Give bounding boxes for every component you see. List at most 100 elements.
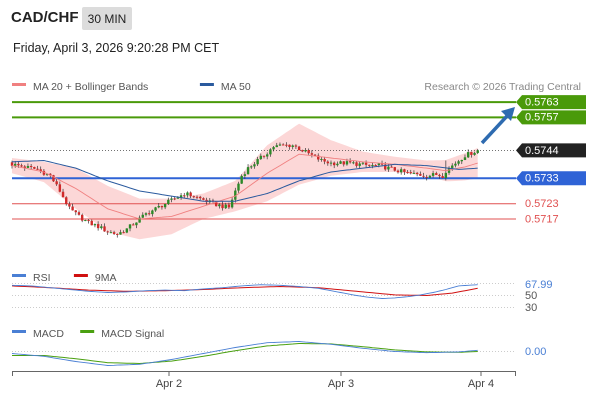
candle-body: [13, 163, 17, 166]
candle: [218, 203, 221, 209]
candle: [422, 172, 425, 179]
candle-body: [68, 204, 71, 207]
candle-body: [463, 157, 467, 160]
rsi-ma-line: [11, 285, 478, 297]
candle-body: [281, 144, 285, 146]
candle-body: [425, 176, 428, 178]
candle-body: [17, 163, 20, 166]
candle-body: [384, 164, 387, 170]
rsi-legend-swatch-1: [73, 274, 88, 277]
candle-body: [355, 162, 358, 166]
candle-body: [45, 173, 49, 175]
candle-body: [186, 192, 189, 196]
candle: [342, 161, 345, 167]
price-legend-label-0: MA 20 + Bollinger Bands: [33, 81, 148, 93]
candle: [272, 145, 275, 152]
candle-body: [10, 162, 14, 166]
candle: [122, 230, 125, 234]
candle-body: [253, 164, 256, 167]
candle-body: [310, 153, 314, 155]
macd-legend-label-0: MACD: [33, 328, 64, 340]
current-label-2: 0.5744: [525, 145, 559, 157]
candle: [151, 209, 154, 217]
candle-body: [173, 198, 176, 200]
candle: [55, 179, 58, 186]
candle: [441, 173, 444, 179]
candle: [195, 195, 199, 200]
candle: [262, 155, 266, 159]
candle: [431, 170, 435, 178]
candle: [192, 195, 196, 199]
support-label-5: 0.5717: [525, 213, 559, 225]
candle-body: [374, 164, 377, 166]
candle-body: [262, 155, 266, 157]
bollinger-band-area: [12, 123, 478, 240]
candle-body: [285, 144, 288, 146]
candle-body: [291, 145, 294, 147]
symbol-title: CAD/CHF: [11, 9, 79, 26]
rsi-ref-tick-1: 50: [525, 290, 537, 302]
candle-body: [227, 204, 231, 208]
candle: [301, 149, 304, 153]
candle-body: [428, 175, 432, 178]
candle-body: [332, 162, 336, 166]
candle-body: [224, 204, 227, 209]
candle-body: [202, 198, 205, 200]
candle: [291, 144, 294, 150]
candle-body: [144, 213, 148, 215]
forecast-arrow-shaft: [480, 113, 510, 145]
candle: [36, 165, 39, 170]
candle: [128, 224, 132, 232]
rsi-ref-tick-2: 30: [525, 302, 537, 314]
candle-body: [431, 173, 435, 176]
timeframe-button[interactable]: 30 MIN: [82, 7, 132, 30]
rsi-legend-label-0: RSI: [33, 272, 51, 284]
candle-body: [304, 150, 307, 152]
rsi-current-label: 67.99: [525, 279, 553, 291]
candle-body: [230, 199, 234, 208]
candle-body: [96, 224, 100, 229]
candle: [96, 221, 100, 231]
candle-body: [409, 172, 412, 174]
candle-body: [80, 214, 84, 221]
candle-body: [466, 152, 470, 158]
candle: [348, 158, 352, 164]
candle-body: [288, 144, 291, 147]
candle-body: [361, 162, 365, 164]
candle-body: [195, 196, 199, 198]
candle-body: [189, 192, 192, 197]
candle-body: [93, 224, 97, 226]
candle-body: [33, 166, 36, 169]
macd-legend-swatch-1: [80, 330, 95, 333]
candle: [87, 219, 90, 224]
forecast-arrow-head: [501, 107, 515, 121]
candle: [403, 168, 406, 175]
candle-body: [52, 175, 55, 182]
candle: [259, 153, 263, 160]
candle: [93, 223, 97, 228]
candle-body: [20, 165, 23, 167]
candle: [246, 164, 250, 175]
candle: [106, 230, 109, 235]
candle-body: [71, 206, 74, 211]
candle: [84, 219, 87, 222]
candle: [100, 223, 103, 230]
candle-body: [116, 233, 119, 235]
candle: [310, 150, 314, 158]
candle: [409, 169, 412, 175]
candle-body: [342, 161, 345, 165]
x-axis-tick-label-1: Apr 3: [328, 378, 354, 390]
candle-body: [412, 172, 416, 174]
candle: [103, 223, 106, 232]
candle-body: [387, 166, 390, 170]
candle-body: [218, 204, 221, 207]
candle-body: [221, 204, 224, 209]
candle-body: [403, 169, 406, 172]
candle: [294, 144, 298, 149]
candle: [352, 160, 355, 165]
candle-body: [457, 161, 460, 164]
candle: [326, 160, 330, 166]
candle: [243, 171, 247, 179]
candle-body: [419, 174, 422, 176]
candle: [160, 205, 164, 210]
